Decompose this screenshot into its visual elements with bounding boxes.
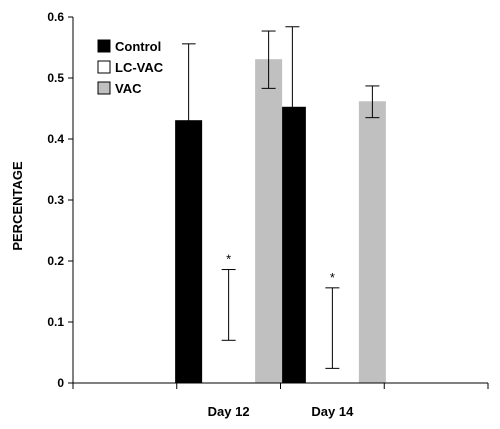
y-tick-label: 0.3 [47, 193, 64, 207]
bar-vac [255, 59, 283, 384]
y-axis-label: PERCENTAGE [10, 161, 25, 251]
x-tick-label: Day 12 [208, 404, 250, 419]
bar-vac [358, 101, 386, 384]
legend-label: Control [115, 39, 161, 54]
legend-swatch-control [97, 39, 111, 53]
legend-swatch-vac [97, 81, 111, 95]
y-tick-label: 0.5 [47, 71, 64, 85]
legend: Control LC-VAC VAC [94, 33, 182, 105]
bars-layer: ** [175, 26, 386, 384]
legend-label: LC-VAC [115, 60, 164, 75]
significance-marker: * [330, 270, 335, 285]
legend-swatch-lc-vac [97, 60, 111, 74]
y-tick-label: 0.2 [47, 254, 64, 268]
legend-label: VAC [115, 81, 142, 96]
x-tick-label: Day 14 [311, 404, 354, 419]
y-tick-label: 0.1 [47, 315, 64, 329]
y-tick-label: 0 [57, 376, 64, 390]
y-tick-label: 0.4 [47, 132, 64, 146]
significance-marker: * [226, 252, 231, 267]
y-tick-label: 0.6 [47, 10, 64, 24]
axes-layer: 0 0.1 0.2 0.3 0.4 0.5 0.6 Day 12 Day 14 [47, 10, 489, 419]
